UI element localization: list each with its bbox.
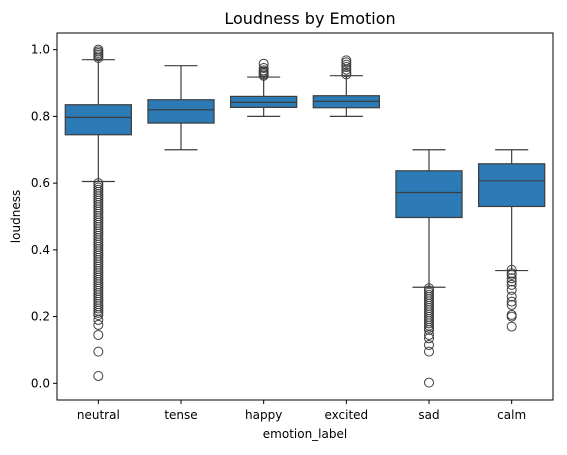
outlier-point <box>93 44 104 55</box>
box-iqr <box>64 104 133 136</box>
outlier-point <box>424 339 434 350</box>
y-tick-label: 1.0 <box>31 43 50 57</box>
x-tick-label: calm <box>497 408 526 422</box>
y-tick-label: 0.4 <box>31 243 50 257</box>
outlier-point <box>341 59 352 70</box>
x-tick-label: tense <box>164 408 197 422</box>
x-tick-label: sad <box>418 408 439 422</box>
y-tick-label: 0.6 <box>31 176 50 190</box>
box-iqr <box>478 163 546 208</box>
outlier-point <box>424 322 434 333</box>
outlier-point <box>424 346 434 357</box>
x-tick-label: neutral <box>77 408 120 422</box>
outlier-point <box>341 62 352 73</box>
outlier-point <box>93 303 104 314</box>
outlier-point <box>506 276 517 287</box>
outlier-point <box>506 279 517 290</box>
y-tick-label: 0.2 <box>31 310 50 324</box>
x-tick-label: happy <box>245 408 282 422</box>
outlier-point <box>258 58 269 69</box>
y-axis-label: loudness <box>9 190 23 243</box>
x-axis: neutral tense happy excited sad calm <box>77 400 526 422</box>
outlier-point <box>506 299 517 310</box>
outlier-point <box>424 333 434 344</box>
outlier-point <box>93 310 104 321</box>
box-group-calm <box>478 149 546 332</box>
outlier-point <box>93 307 104 318</box>
outlier-point <box>424 377 434 388</box>
outlier-point <box>506 269 517 280</box>
x-tick-label: excited <box>324 408 368 422</box>
outlier-point <box>506 311 517 322</box>
y-tick-label: 0.8 <box>31 109 50 123</box>
outlier-point <box>93 314 104 325</box>
outlier-point <box>506 284 517 295</box>
outlier-point <box>93 370 104 381</box>
outlier-point <box>506 273 517 284</box>
outlier-point <box>506 321 517 332</box>
outlier-point <box>424 325 434 336</box>
outlier-point <box>93 329 104 340</box>
box-iqr <box>395 170 463 219</box>
outlier-point <box>506 291 517 302</box>
box-group-happy <box>230 58 298 118</box>
x-axis-label: emotion_label <box>263 427 347 441</box>
outlier-point <box>506 296 517 307</box>
outlier-point <box>258 65 269 76</box>
y-axis: 0.0 0.2 0.4 0.6 0.8 1.0 <box>31 43 57 390</box>
box-iqr <box>147 99 215 124</box>
outlier-point <box>258 63 269 74</box>
outlier-point <box>506 264 517 275</box>
outlier-point <box>424 329 434 340</box>
outlier-point <box>341 67 352 78</box>
box-group-sad <box>395 149 463 388</box>
outlier-point <box>93 319 104 330</box>
box-group-neutral <box>64 44 133 381</box>
box-group-excited <box>312 55 380 118</box>
y-tick-label: 0.0 <box>31 376 50 390</box>
chart-title: Loudness by Emotion <box>224 9 395 28</box>
outlier-point <box>341 55 352 66</box>
box-group-tense <box>147 65 215 151</box>
axes-frame <box>56 32 554 401</box>
plot-area <box>64 44 546 388</box>
outlier-point <box>93 346 104 357</box>
outlier-point <box>424 318 434 329</box>
